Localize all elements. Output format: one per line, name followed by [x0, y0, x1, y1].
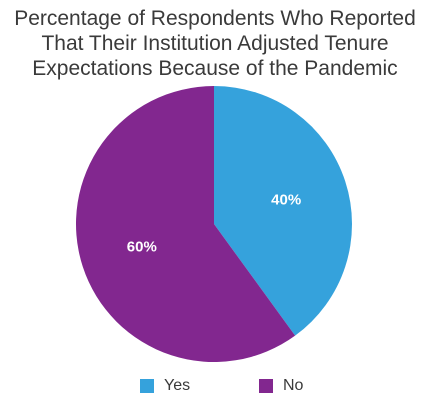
legend-label-yes: Yes: [164, 377, 191, 394]
legend-swatch-yes: [140, 379, 154, 393]
chart-title-line-3: Expectations Because of the Pandemic: [32, 57, 398, 80]
legend-item-no: No: [259, 376, 303, 396]
slice-label-no: 60%: [127, 238, 157, 255]
legend-item-yes: Yes: [140, 376, 190, 396]
pie-slice-yes: [214, 86, 352, 336]
chart-title-line-1: Percentage of Respondents Who Reported: [14, 7, 416, 30]
legend-label-no: No: [283, 377, 304, 394]
chart-title: Percentage of Respondents Who Reported T…: [0, 6, 430, 81]
slice-label-yes: 40%: [271, 192, 301, 209]
legend-swatch-no: [259, 379, 273, 393]
pie-slice-no: [76, 86, 296, 362]
legend: Yes No: [0, 376, 430, 396]
pie-slices: 40% 60%: [76, 86, 352, 362]
chart-title-line-2: That Their Institution Adjusted Tenure: [41, 32, 389, 55]
